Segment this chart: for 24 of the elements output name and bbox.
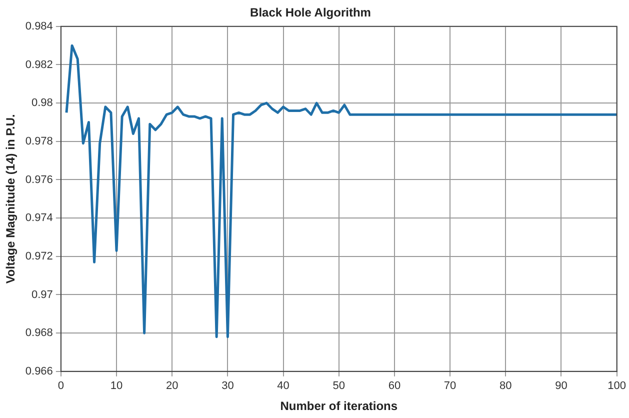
x-tick-label: 50 bbox=[332, 380, 345, 392]
y-tick-label: 0.968 bbox=[25, 327, 53, 340]
y-tick-label: 0.982 bbox=[25, 58, 53, 71]
x-axis-title: Number of iterations bbox=[280, 399, 398, 414]
y-tick-label: 0.972 bbox=[25, 250, 53, 262]
x-tick-label: 20 bbox=[166, 380, 178, 392]
x-tick-label: 0 bbox=[58, 380, 64, 392]
y-tick-label: 0.98 bbox=[32, 97, 53, 110]
y-tick-label: 0.978 bbox=[25, 135, 53, 148]
x-tick-label: 70 bbox=[444, 380, 456, 392]
chart-title: Black Hole Algorithm bbox=[250, 6, 371, 20]
x-tick-label: 30 bbox=[222, 380, 234, 392]
x-tick-label: 80 bbox=[500, 380, 512, 392]
y-tick-label: 0.966 bbox=[25, 365, 53, 378]
x-tick-label: 40 bbox=[277, 380, 290, 392]
x-tick-label: 10 bbox=[110, 380, 123, 392]
x-tick-label: 60 bbox=[388, 380, 401, 392]
y-tick-label: 0.974 bbox=[25, 212, 53, 224]
x-tick-label: 90 bbox=[555, 380, 568, 392]
x-tick-label: 100 bbox=[608, 380, 626, 392]
y-tick-label: 0.984 bbox=[25, 20, 53, 32]
y-tick-label: 0.976 bbox=[25, 174, 53, 186]
y-axis-title: Voltage Magnitude (14) in P.U. bbox=[4, 114, 18, 284]
y-tick-label: 0.97 bbox=[32, 288, 53, 301]
